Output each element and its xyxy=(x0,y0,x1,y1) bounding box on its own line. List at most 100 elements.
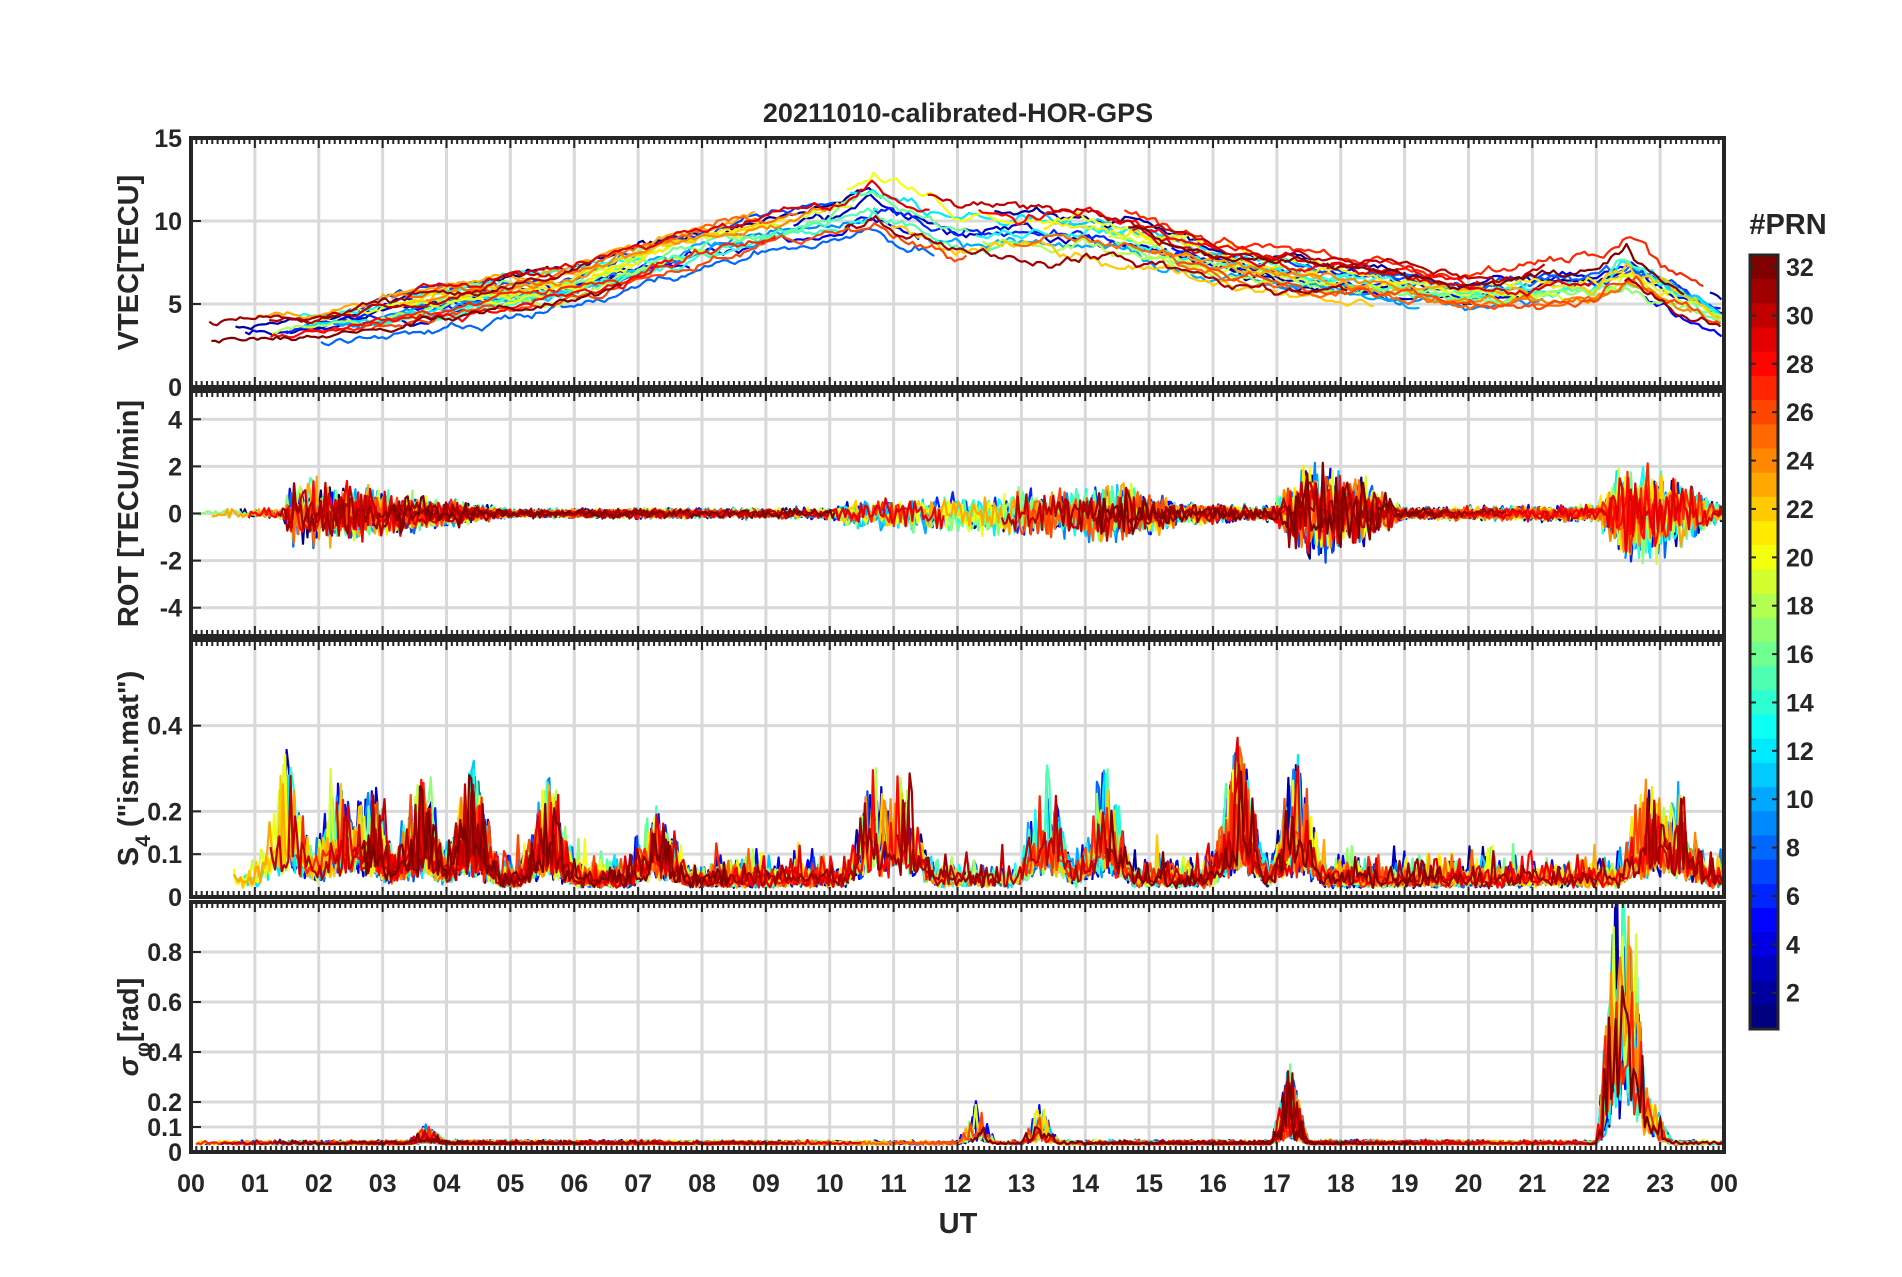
y-axis-label-sub: 4 xyxy=(132,835,155,847)
colorbar-segment xyxy=(1750,666,1778,691)
colorbar-segment xyxy=(1750,908,1778,933)
panel-ticks xyxy=(190,640,1725,897)
trace-prn-24 xyxy=(425,207,833,302)
trace-prn-22 xyxy=(890,225,1374,308)
trace-prn-31 xyxy=(1394,797,1724,890)
panel-traces xyxy=(208,171,1724,347)
colorbar-segment xyxy=(1750,956,1778,982)
x-tick-label: 20 xyxy=(1455,1170,1483,1198)
colorbar-segment xyxy=(1750,521,1778,546)
y-tick-label: 0 xyxy=(168,374,182,402)
y-tick-label: 4 xyxy=(168,406,182,434)
y-tick-label: 0 xyxy=(168,884,182,912)
colorbar-tick-label: 18 xyxy=(1786,593,1814,621)
colorbar-segment xyxy=(1750,327,1778,353)
x-tick-label: 00 xyxy=(1710,1170,1738,1198)
colorbar-tick-label: 24 xyxy=(1786,448,1814,476)
panel-traces xyxy=(195,461,1724,565)
y-axis-label-base: σ xyxy=(113,1055,145,1076)
x-tick-label: 18 xyxy=(1327,1170,1355,1198)
x-tick-label: 17 xyxy=(1263,1170,1291,1198)
trace-prn-28 xyxy=(269,258,674,339)
x-tick-label: 15 xyxy=(1135,1170,1163,1198)
colorbar-tick-label: 14 xyxy=(1786,689,1814,717)
y-tick-label: -2 xyxy=(160,548,182,576)
panel-rot: -4 -2 0 2 4 ROT [TECU/min] xyxy=(113,389,1726,638)
y-tick-label: 5 xyxy=(168,291,182,319)
y-tick-label: 2 xyxy=(168,453,182,481)
x-tick-label: 00 xyxy=(177,1170,205,1198)
colorbar-tick-label: 10 xyxy=(1786,786,1814,814)
trace-prn-29 xyxy=(1132,226,1594,297)
colorbar-segment xyxy=(1750,569,1778,595)
y-tick-label: 0.8 xyxy=(147,939,182,967)
y-axis-label-rest: [rad] xyxy=(113,978,145,1042)
colorbar-tick-label: 4 xyxy=(1786,931,1800,959)
x-tick-label: 08 xyxy=(688,1170,716,1198)
trace-prn-32 xyxy=(360,774,730,889)
trace-prn-32 xyxy=(274,1132,584,1146)
colorbar-title: #PRN xyxy=(1749,209,1826,241)
y-tick-label: 0.1 xyxy=(147,841,182,869)
x-tick-label: 10 xyxy=(816,1170,844,1198)
colorbar-segment xyxy=(1750,1004,1778,1030)
trace-prn-29 xyxy=(1174,736,1610,888)
panel-traces xyxy=(195,902,1724,1146)
colorbar-tick-label: 8 xyxy=(1786,835,1800,863)
trace-prn-32 xyxy=(1106,770,1439,890)
x-tick-label: 06 xyxy=(560,1170,588,1198)
y-tick-label: 0 xyxy=(168,1139,182,1167)
y-tick-label: 0.2 xyxy=(147,798,182,826)
trace-prn-32 xyxy=(211,282,622,344)
x-tick-label: 23 xyxy=(1646,1170,1674,1198)
trace-prn-17 xyxy=(402,238,673,306)
y-tick-label: 10 xyxy=(154,208,182,236)
y-tick-label: 0 xyxy=(168,501,182,529)
trace-prn-32 xyxy=(1585,985,1724,1146)
x-tick-label: 21 xyxy=(1518,1170,1546,1198)
x-tick-label: 02 xyxy=(305,1170,333,1198)
x-tick-label: 05 xyxy=(496,1170,524,1198)
panel-traces xyxy=(232,736,1724,890)
trace-prn-5 xyxy=(1644,295,1723,338)
trace-prn-30 xyxy=(1713,505,1724,518)
panel-sigma_phi: 00.10.2 0.4 0.6 0.8 σφ[rad] xyxy=(113,900,1726,1167)
trace-prn-21 xyxy=(1043,221,1670,298)
colorbar-tick-label: 12 xyxy=(1786,738,1814,766)
colorbar-tick-label: 26 xyxy=(1786,399,1814,427)
trace-prn-31 xyxy=(1057,472,1507,550)
y-tick-label: -4 xyxy=(160,595,182,623)
y-tick-label: 0.4 xyxy=(147,1039,182,1067)
trace-prn-32 xyxy=(1128,225,1685,296)
x-tick-label: 22 xyxy=(1582,1170,1610,1198)
trace-prn-31 xyxy=(208,262,589,327)
panel-s4: 00.10.20.4S4 ("ism.mat") xyxy=(113,638,1726,912)
y-axis-label-vtec: VTEC[TECU] xyxy=(113,175,145,351)
y-axis-label-sigma_phi: σφ[rad] xyxy=(113,978,155,1077)
colorbar-frame xyxy=(1748,253,1780,1031)
trace-prn-21 xyxy=(398,218,786,309)
x-tick-label: 16 xyxy=(1199,1170,1227,1198)
x-tick-label: 09 xyxy=(752,1170,780,1198)
trace-prn-8 xyxy=(320,227,935,347)
colorbar-segment xyxy=(1750,617,1778,643)
colorbar-tick-label: 6 xyxy=(1786,883,1800,911)
trace-prn-31 xyxy=(844,215,1348,296)
colorbar-tick-label: 20 xyxy=(1786,544,1814,572)
colorbar-segment xyxy=(1750,762,1778,788)
panel-ticks xyxy=(190,902,1725,1152)
y-tick-label: 15 xyxy=(154,125,182,153)
colorbar-segment xyxy=(1750,811,1778,837)
trace-prn-30 xyxy=(927,193,1546,284)
y-tick-label: 0.6 xyxy=(147,989,182,1017)
colorbar-segment xyxy=(1750,424,1778,450)
colorbar-tick-label: 16 xyxy=(1786,641,1814,669)
x-tick-label: 13 xyxy=(1007,1170,1035,1198)
y-axis-label-rest: ("ism.mat") xyxy=(113,671,145,835)
trace-prn-22 xyxy=(1580,262,1723,320)
colorbar-segment xyxy=(1750,714,1778,740)
trace-prn-30 xyxy=(269,271,557,325)
